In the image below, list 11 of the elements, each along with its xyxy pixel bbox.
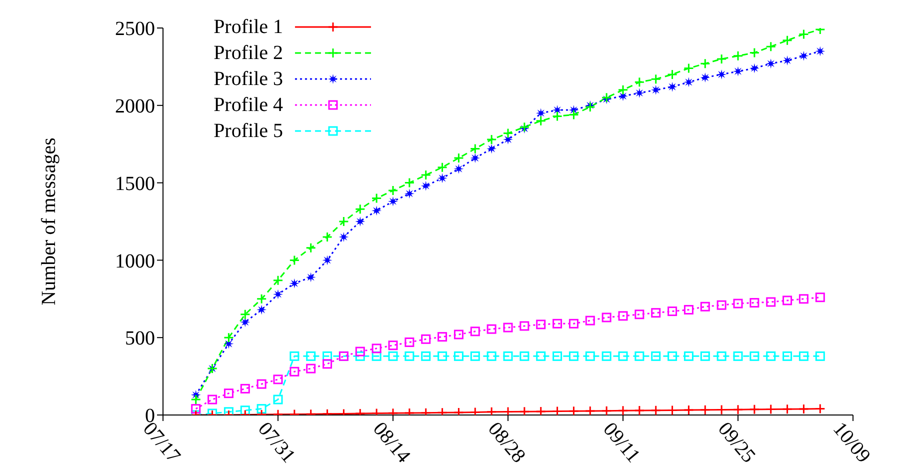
legend-label: Profile 2 <box>212 42 283 64</box>
y-tick-label: 1000 <box>115 250 155 272</box>
y-tick-label: 2000 <box>115 96 155 118</box>
y-axis-title: Number of messages <box>38 137 60 306</box>
legend-label: Profile 1 <box>212 16 283 38</box>
legend-label: Profile 5 <box>212 120 283 142</box>
legend-label: Profile 3 <box>212 68 283 90</box>
y-tick-label: 1500 <box>115 172 155 195</box>
legend-label: Profile 4 <box>212 94 283 116</box>
y-tick-label: 500 <box>125 328 155 350</box>
y-tick-label: 2500 <box>115 18 155 40</box>
